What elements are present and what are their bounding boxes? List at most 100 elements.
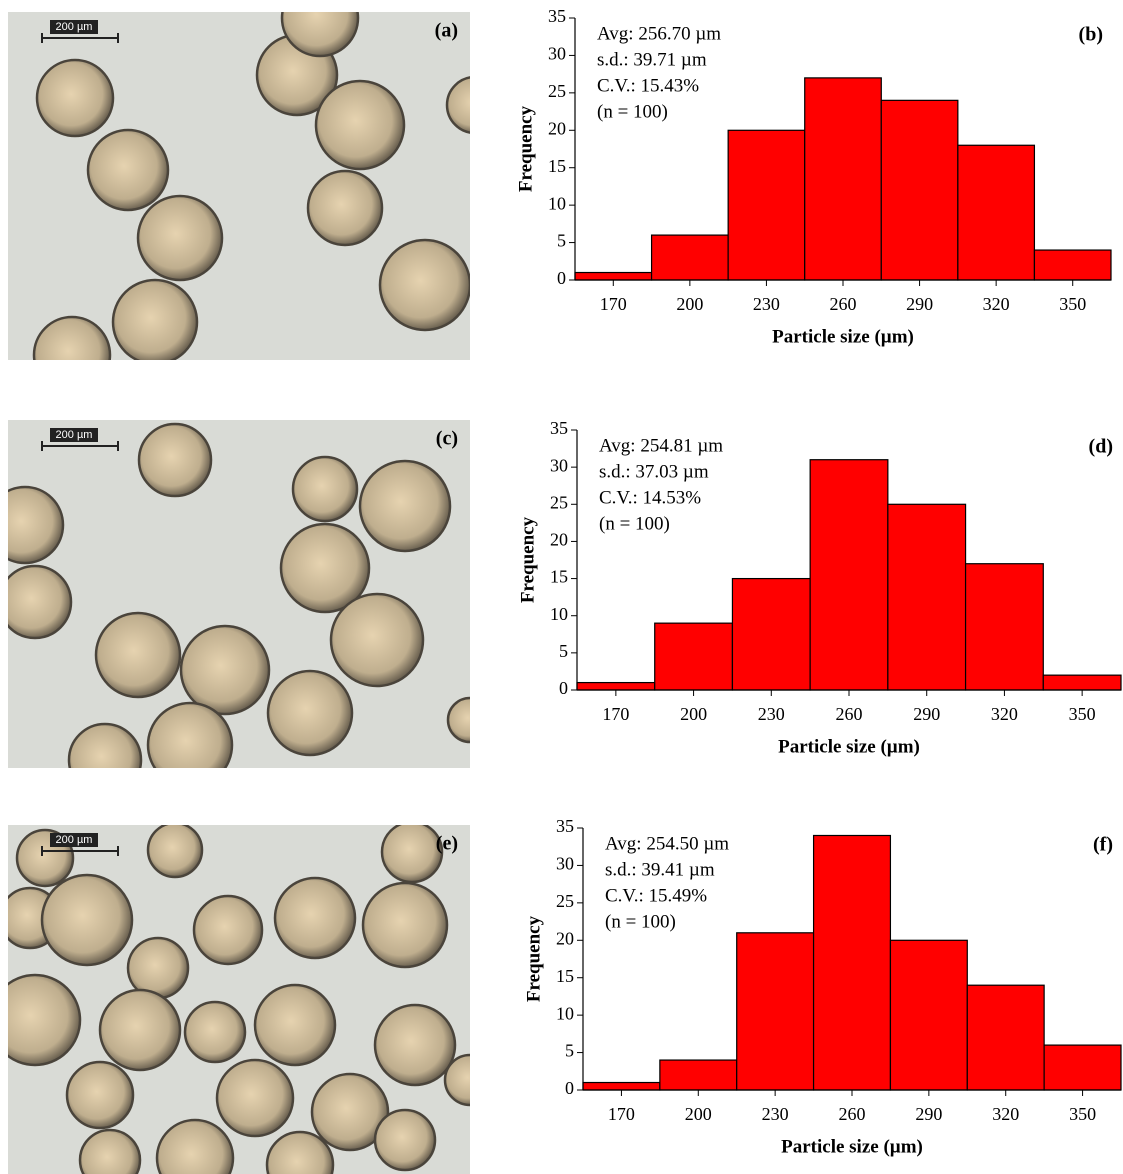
bar [650,234,729,281]
bar [736,932,815,1091]
bead [146,825,204,879]
bead [373,1003,457,1087]
x-tick-label: 170 [600,294,627,314]
bead [266,669,354,757]
bead [446,696,470,744]
bar [804,77,882,281]
x-tick-label: 230 [753,294,780,314]
x-tick-label: 260 [830,294,857,314]
panel-label: (c) [436,428,458,450]
panel-label: (a) [435,20,458,42]
x-tick-label: 350 [1069,1104,1096,1124]
y-tick-label: 20 [550,530,568,550]
scale-label: 200 µm [56,834,93,846]
bar [1033,249,1112,281]
annotation: C.V.: 15.49% [605,885,707,906]
panel-label: (f) [1093,834,1113,856]
panel-label: (b) [1079,24,1103,46]
panel-label: (d) [1089,436,1113,458]
bar [812,834,892,1091]
bead [329,592,425,688]
bar [659,1059,738,1091]
x-tick-label: 290 [906,294,933,314]
y-tick-label: 10 [556,1003,574,1023]
x-axis-label: Particle size (µm) [781,1136,923,1157]
annotation: C.V.: 14.53% [599,487,701,508]
scale-label-bg [50,833,98,847]
bead [155,1118,235,1174]
y-tick-label: 5 [559,641,568,661]
x-tick-label: 350 [1069,704,1096,724]
bar [582,1081,661,1091]
x-tick-label: 200 [676,294,703,314]
beads [8,825,470,1174]
y-axis-label: Frequency [517,516,538,603]
y-axis-label: Frequency [515,105,536,192]
y-tick-label: 25 [556,891,574,911]
bead [358,459,452,553]
bead [253,983,337,1067]
bead [35,58,115,138]
bar [576,681,656,691]
x-tick-label: 230 [758,704,785,724]
x-axis-label: Particle size (µm) [778,736,920,757]
bead [279,522,371,614]
bead [273,876,357,960]
annotation: s.d.: 37.03 µm [599,461,709,482]
y-tick-label: 15 [548,156,566,176]
bead [111,278,199,360]
bead [8,564,73,640]
x-tick-label: 290 [913,704,940,724]
bar [889,939,968,1091]
bead [94,611,182,699]
y-tick-label: 25 [548,81,566,101]
bar [880,99,959,281]
x-tick-label: 350 [1059,294,1086,314]
scale-label-bg [50,20,98,34]
annotation: C.V.: 15.43% [597,75,699,96]
y-tick-label: 0 [559,678,568,698]
bar [964,563,1044,691]
bead [98,988,182,1072]
y-tick-label: 35 [548,6,566,26]
x-tick-label: 260 [836,704,863,724]
y-tick-label: 15 [550,567,568,587]
y-tick-label: 20 [556,928,574,948]
scale-label: 200 µm [56,21,93,33]
bar [731,577,811,691]
x-tick-label: 290 [915,1104,942,1124]
bead [136,194,224,282]
bead [445,76,470,134]
bar [574,271,653,281]
x-tick-label: 260 [839,1104,866,1124]
y-tick-label: 30 [550,455,568,475]
y-axis-label: Frequency [523,915,544,1002]
micrograph: 200 µm (a) [8,12,470,360]
y-tick-label: 0 [565,1078,574,1098]
bar [654,622,734,691]
bead [378,238,470,332]
bead [443,1053,470,1107]
bead [380,825,444,884]
bead [137,422,213,498]
y-tick-label: 10 [550,604,568,624]
x-tick-label: 170 [602,704,629,724]
bead [310,1072,390,1152]
bead [373,1108,437,1172]
bead [265,1130,335,1174]
y-tick-label: 5 [565,1041,574,1061]
x-tick-label: 200 [680,704,707,724]
y-tick-label: 30 [556,854,574,874]
annotation: (n = 100) [597,101,668,122]
micrograph: 200 µm (c) [8,420,470,768]
bead [215,1058,295,1138]
x-tick-label: 320 [992,1104,1019,1124]
y-tick-label: 10 [548,193,566,213]
annotation: s.d.: 39.41 µm [605,859,715,880]
bar [966,984,1045,1091]
y-tick-label: 5 [557,231,566,251]
annotation: Avg: 254.81 µm [599,435,723,456]
x-tick-label: 320 [983,294,1010,314]
micrograph: 200 µm (e) [8,825,470,1174]
